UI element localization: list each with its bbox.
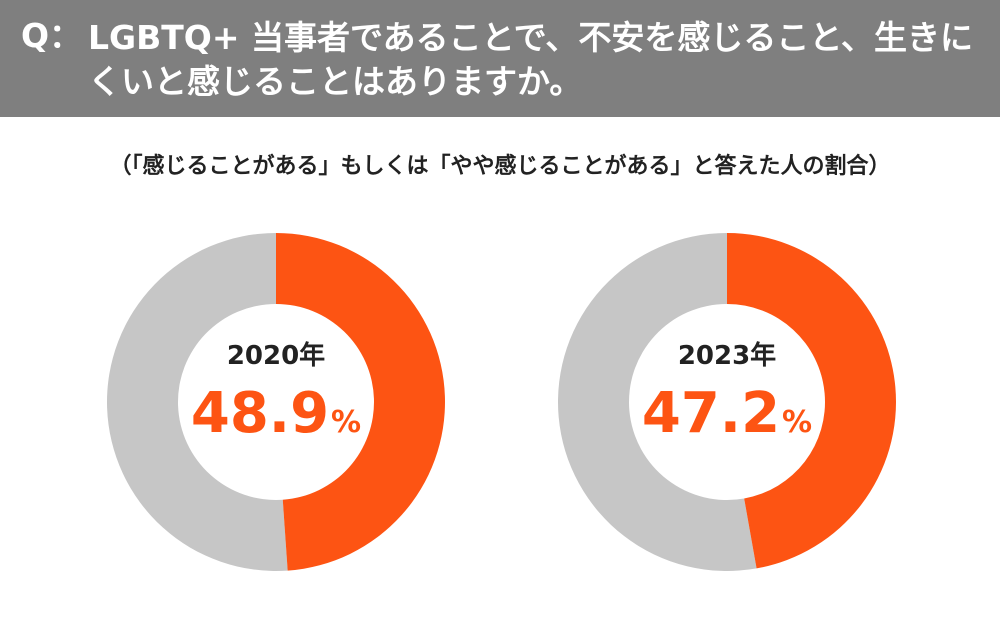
- donut-remainder-2023: [557, 233, 757, 572]
- donut-value-slice-2020: [276, 233, 445, 571]
- donut-value-number-2023: 47.2: [642, 381, 780, 446]
- question-text: LGBTQ+ 当事者であることで、不安を感じること、生きにくいと感じることはあり…: [88, 18, 974, 101]
- donut-year-label-2020: 2020年: [227, 340, 325, 371]
- question-header: Q： LGBTQ+ 当事者であることで、不安を感じること、生きにくいと感じること…: [0, 0, 1000, 117]
- donut-remainder-2020: [106, 233, 288, 572]
- donut-value-unit-2023: %: [782, 405, 812, 440]
- donut-chart-2020: 2020年 48.9%: [106, 233, 445, 572]
- donut-value-label-2020: 48.9%: [191, 381, 361, 446]
- donut-value-number-2020: 48.9: [191, 381, 329, 446]
- donut-value-label-2023: 47.2%: [642, 381, 812, 446]
- donut-chart-2023: 2023年 47.2%: [557, 233, 896, 572]
- question-mark: Q：: [21, 16, 83, 55]
- chart-subtitle: （「感じることがある」もしくは「やや感じることがある」と答えた人の割合）: [109, 154, 891, 179]
- donut-year-label-2023: 2023年: [678, 340, 776, 371]
- donut-value-unit-2020: %: [331, 405, 361, 440]
- donut-value-slice-2023: [727, 233, 896, 569]
